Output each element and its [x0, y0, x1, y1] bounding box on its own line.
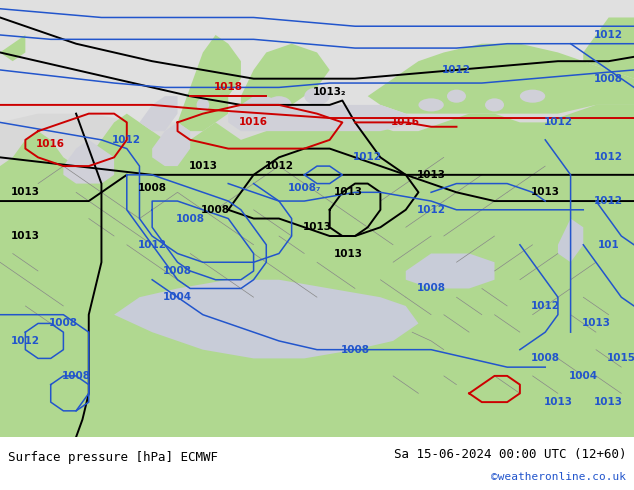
Ellipse shape — [520, 90, 545, 103]
Text: 1008₇: 1008₇ — [288, 183, 321, 193]
Text: 1012: 1012 — [594, 196, 623, 206]
Text: 1016: 1016 — [391, 118, 420, 127]
Text: 1008: 1008 — [138, 183, 167, 193]
Text: 1012: 1012 — [264, 161, 294, 171]
Text: 1013: 1013 — [11, 187, 40, 197]
Text: 1012: 1012 — [594, 30, 623, 40]
Ellipse shape — [342, 116, 368, 129]
Text: 1018: 1018 — [214, 82, 243, 93]
Text: 1013: 1013 — [417, 170, 446, 180]
Text: 1013: 1013 — [11, 231, 40, 241]
Text: 1008: 1008 — [340, 344, 370, 355]
Text: 1013: 1013 — [531, 187, 560, 197]
Text: 1008: 1008 — [163, 266, 192, 276]
Text: 1013: 1013 — [334, 248, 363, 259]
Text: 1008: 1008 — [49, 318, 78, 328]
Text: 1012: 1012 — [417, 205, 446, 215]
Text: 1012: 1012 — [112, 135, 141, 145]
Text: 1008: 1008 — [417, 284, 446, 294]
Text: 1008: 1008 — [531, 353, 560, 364]
Text: 101: 101 — [598, 240, 619, 250]
Polygon shape — [139, 96, 178, 131]
Text: 1012: 1012 — [138, 240, 167, 250]
Polygon shape — [0, 105, 634, 437]
Polygon shape — [406, 253, 495, 289]
Polygon shape — [228, 96, 418, 131]
Text: 1008: 1008 — [61, 371, 91, 381]
Polygon shape — [368, 44, 634, 114]
Text: 1012: 1012 — [442, 65, 471, 75]
Ellipse shape — [304, 87, 330, 105]
Ellipse shape — [485, 98, 504, 111]
Polygon shape — [63, 140, 114, 184]
Text: 1012: 1012 — [543, 118, 573, 127]
Text: 1013: 1013 — [334, 187, 363, 197]
Text: 1013: 1013 — [188, 161, 217, 171]
Text: 1013: 1013 — [594, 397, 623, 407]
Text: 1012: 1012 — [11, 336, 40, 346]
Polygon shape — [114, 280, 418, 358]
Text: ©weatheronline.co.uk: ©weatheronline.co.uk — [491, 472, 626, 482]
Polygon shape — [583, 18, 634, 79]
Text: 1008: 1008 — [201, 205, 230, 215]
Text: 1013: 1013 — [543, 397, 573, 407]
Text: 1012: 1012 — [594, 152, 623, 162]
Polygon shape — [0, 0, 634, 122]
Ellipse shape — [418, 98, 444, 111]
Text: 1012: 1012 — [353, 152, 382, 162]
Polygon shape — [558, 219, 583, 262]
Ellipse shape — [447, 90, 466, 103]
Ellipse shape — [197, 98, 209, 111]
Polygon shape — [152, 122, 190, 166]
Text: Sa 15-06-2024 00:00 UTC (12+60): Sa 15-06-2024 00:00 UTC (12+60) — [394, 447, 626, 461]
Polygon shape — [0, 35, 25, 61]
Polygon shape — [241, 44, 330, 114]
Text: 1013: 1013 — [581, 318, 611, 328]
Text: 1004: 1004 — [569, 371, 598, 381]
Text: 1016: 1016 — [36, 139, 65, 149]
Text: 1016: 1016 — [239, 118, 268, 127]
Text: 1013₂: 1013₂ — [313, 87, 346, 97]
Text: 1004: 1004 — [163, 292, 192, 302]
Text: 1013: 1013 — [302, 222, 332, 232]
Text: 1008: 1008 — [594, 74, 623, 84]
Ellipse shape — [266, 96, 292, 114]
Text: 1012: 1012 — [531, 301, 560, 311]
Text: 1008: 1008 — [176, 214, 205, 223]
Text: Surface pressure [hPa] ECMWF: Surface pressure [hPa] ECMWF — [8, 451, 217, 464]
Polygon shape — [178, 35, 241, 131]
Text: 1015: 1015 — [607, 353, 634, 364]
